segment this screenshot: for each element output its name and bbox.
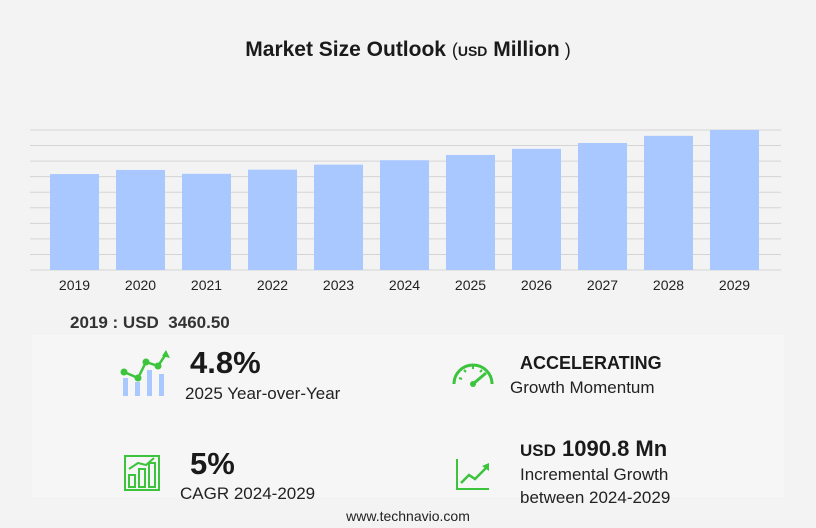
bar-2020 (116, 169, 165, 270)
kpi-panel (32, 335, 784, 497)
x-tick-label-2026: 2026 (521, 277, 552, 293)
incremental-value: USD 1090.8 Mn (520, 436, 667, 462)
bar-2021 (182, 173, 231, 270)
footer-url: www.technavio.com (346, 508, 470, 524)
bar-growth-icon (124, 455, 160, 491)
cagr-label: CAGR 2024-2029 (180, 484, 316, 503)
incremental-unit: USD (520, 441, 556, 460)
base-year-value: 2019 : USD 3460.50 (70, 313, 230, 333)
bar-chart: 2019 2020 2021 2022 2023 2024 2025 2026 2027 2028… (30, 129, 781, 293)
bar-2024 (380, 160, 429, 270)
yoy-label: 2025 Year-over-Year (185, 384, 341, 403)
incremental-amount: 1090.8 Mn (562, 436, 668, 461)
bar-2022 (248, 169, 297, 270)
incremental-label-line2: between 2024-2029 (520, 488, 671, 507)
x-tick-label-2029: 2029 (719, 277, 750, 293)
x-tick-label-2020: 2020 (125, 277, 156, 293)
chart-title-main: Market Size Outlook (245, 38, 446, 61)
x-tick-label-2022: 2022 (257, 277, 288, 293)
growth-chart-icon (120, 350, 170, 396)
bar-2027 (578, 143, 627, 270)
x-tick-label-2025: 2025 (455, 277, 486, 293)
cagr-value: 5% (190, 446, 235, 481)
momentum-value: ACCELERATING (520, 353, 662, 373)
bar-2023 (314, 164, 363, 270)
bar-2029 (710, 130, 759, 270)
x-tick-label-2023: 2023 (323, 277, 354, 293)
incremental-label-line1: Incremental Growth (520, 465, 669, 484)
chart-title: Market Size Outlook (USD Million ) (245, 38, 571, 61)
chart-title-unit-big: Million (493, 38, 560, 61)
yoy-value: 4.8% (190, 345, 261, 380)
x-tick-label-2028: 2028 (653, 277, 684, 293)
base-year-label: 2019 : USD (70, 313, 159, 332)
x-tick-label-2019: 2019 (59, 277, 90, 293)
momentum-label: Growth Momentum (510, 378, 655, 397)
bar-2026 (512, 148, 561, 270)
base-year-amount: 3460.50 (168, 313, 230, 332)
x-tick-label-2021: 2021 (191, 277, 222, 293)
x-tick-label-2027: 2027 (587, 277, 618, 293)
speedometer-icon (452, 363, 494, 387)
trend-line-icon (456, 459, 489, 490)
bar-2019 (50, 174, 99, 270)
bar-2028 (644, 135, 693, 270)
chart-title-unit-small: USD (457, 43, 488, 59)
x-tick-label-2024: 2024 (389, 277, 420, 293)
bar-2025 (446, 154, 495, 270)
